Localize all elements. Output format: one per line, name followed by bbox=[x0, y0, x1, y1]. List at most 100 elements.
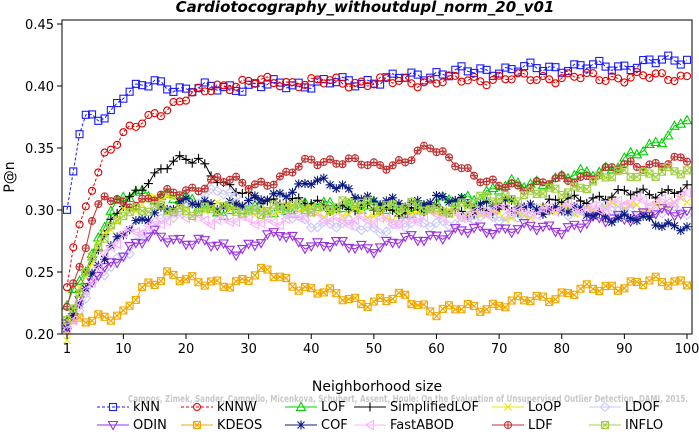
data-point bbox=[162, 164, 172, 174]
data-point bbox=[130, 186, 142, 196]
data-point bbox=[261, 230, 273, 240]
data-point bbox=[620, 284, 629, 293]
legend-label: KDEOS bbox=[217, 418, 262, 433]
data-point bbox=[169, 97, 178, 107]
data-point bbox=[300, 83, 310, 92]
data-point bbox=[282, 77, 291, 87]
data-point bbox=[286, 208, 297, 220]
data-point bbox=[513, 197, 522, 206]
y-tick-label: 0.45 bbox=[25, 18, 54, 33]
data-point bbox=[613, 185, 623, 195]
data-point bbox=[118, 230, 128, 240]
data-point bbox=[431, 217, 442, 228]
data-point bbox=[637, 145, 649, 156]
data-point bbox=[236, 244, 248, 255]
data-point bbox=[200, 196, 210, 206]
data-point bbox=[280, 233, 292, 244]
data-point bbox=[369, 196, 379, 206]
data-point bbox=[163, 106, 172, 115]
data-point bbox=[532, 75, 541, 85]
data-point bbox=[639, 56, 648, 65]
data-point bbox=[81, 202, 90, 211]
data-point bbox=[664, 75, 673, 85]
legend-label: FastABOD bbox=[390, 418, 454, 433]
x-tick-label: 90 bbox=[616, 342, 633, 357]
legend-item-SimplifiedLOF: SimplifiedLOF bbox=[354, 400, 479, 415]
data-point bbox=[669, 188, 679, 198]
data-point bbox=[669, 221, 679, 231]
series-kNNW bbox=[62, 67, 692, 292]
data-point bbox=[143, 179, 153, 189]
data-point bbox=[175, 277, 184, 286]
data-point bbox=[81, 284, 91, 294]
legend-marker bbox=[503, 420, 513, 430]
data-point bbox=[74, 275, 85, 285]
data-point bbox=[282, 273, 291, 283]
data-point bbox=[175, 83, 184, 92]
data-point bbox=[487, 182, 499, 193]
data-point bbox=[143, 215, 153, 225]
data-point bbox=[374, 243, 386, 254]
data-point bbox=[224, 216, 234, 228]
data-point bbox=[531, 226, 543, 236]
data-point bbox=[181, 193, 191, 203]
data-point bbox=[463, 76, 472, 85]
data-point bbox=[344, 83, 353, 92]
data-point bbox=[488, 75, 497, 84]
data-point bbox=[305, 242, 317, 253]
data-point bbox=[351, 154, 360, 163]
data-point bbox=[319, 173, 329, 183]
data-point bbox=[131, 122, 140, 131]
data-point bbox=[618, 199, 629, 211]
data-point bbox=[162, 204, 172, 214]
data-point bbox=[307, 74, 316, 83]
y-tick-label: 0.20 bbox=[25, 328, 54, 343]
legend-item-INFLO: INFLO bbox=[589, 418, 663, 433]
data-point bbox=[212, 205, 222, 215]
data-point bbox=[136, 239, 148, 250]
data-point bbox=[463, 163, 472, 173]
data-point bbox=[81, 267, 90, 276]
data-point bbox=[156, 277, 165, 286]
data-point bbox=[632, 216, 642, 226]
data-point bbox=[88, 216, 97, 225]
data-point bbox=[506, 207, 516, 218]
data-point bbox=[94, 244, 103, 253]
data-point bbox=[117, 227, 128, 239]
data-point bbox=[163, 184, 172, 193]
data-point bbox=[81, 110, 90, 119]
data-point bbox=[225, 86, 234, 95]
data-point bbox=[313, 161, 322, 170]
data-point bbox=[119, 94, 128, 103]
data-point bbox=[676, 226, 686, 236]
data-point bbox=[349, 214, 360, 226]
data-point bbox=[450, 195, 460, 205]
data-point bbox=[100, 254, 110, 264]
data-point bbox=[324, 215, 335, 227]
legend-item-LOF: LOF bbox=[285, 400, 346, 415]
data-point bbox=[161, 238, 173, 248]
data-point bbox=[125, 208, 134, 217]
data-point bbox=[475, 199, 485, 209]
data-point bbox=[643, 138, 655, 148]
x-tick-label: 60 bbox=[428, 342, 445, 357]
data-point bbox=[493, 215, 505, 227]
data-point bbox=[682, 72, 692, 81]
data-point bbox=[199, 236, 211, 246]
y-tick-label: 0.25 bbox=[25, 266, 54, 281]
data-point bbox=[545, 75, 554, 84]
data-point bbox=[368, 217, 378, 229]
data-point bbox=[419, 200, 429, 210]
data-point bbox=[631, 211, 643, 221]
y-tick-label: 0.40 bbox=[25, 80, 54, 95]
data-point bbox=[426, 205, 435, 214]
data-point bbox=[231, 199, 241, 209]
data-point bbox=[144, 82, 153, 91]
legend-item-COF: COF bbox=[285, 418, 348, 433]
series-KDEOS bbox=[62, 263, 692, 333]
x-tick-label: 20 bbox=[178, 342, 195, 357]
data-point bbox=[380, 236, 392, 247]
data-point bbox=[119, 197, 128, 207]
data-point bbox=[237, 201, 247, 211]
data-point bbox=[589, 69, 598, 78]
